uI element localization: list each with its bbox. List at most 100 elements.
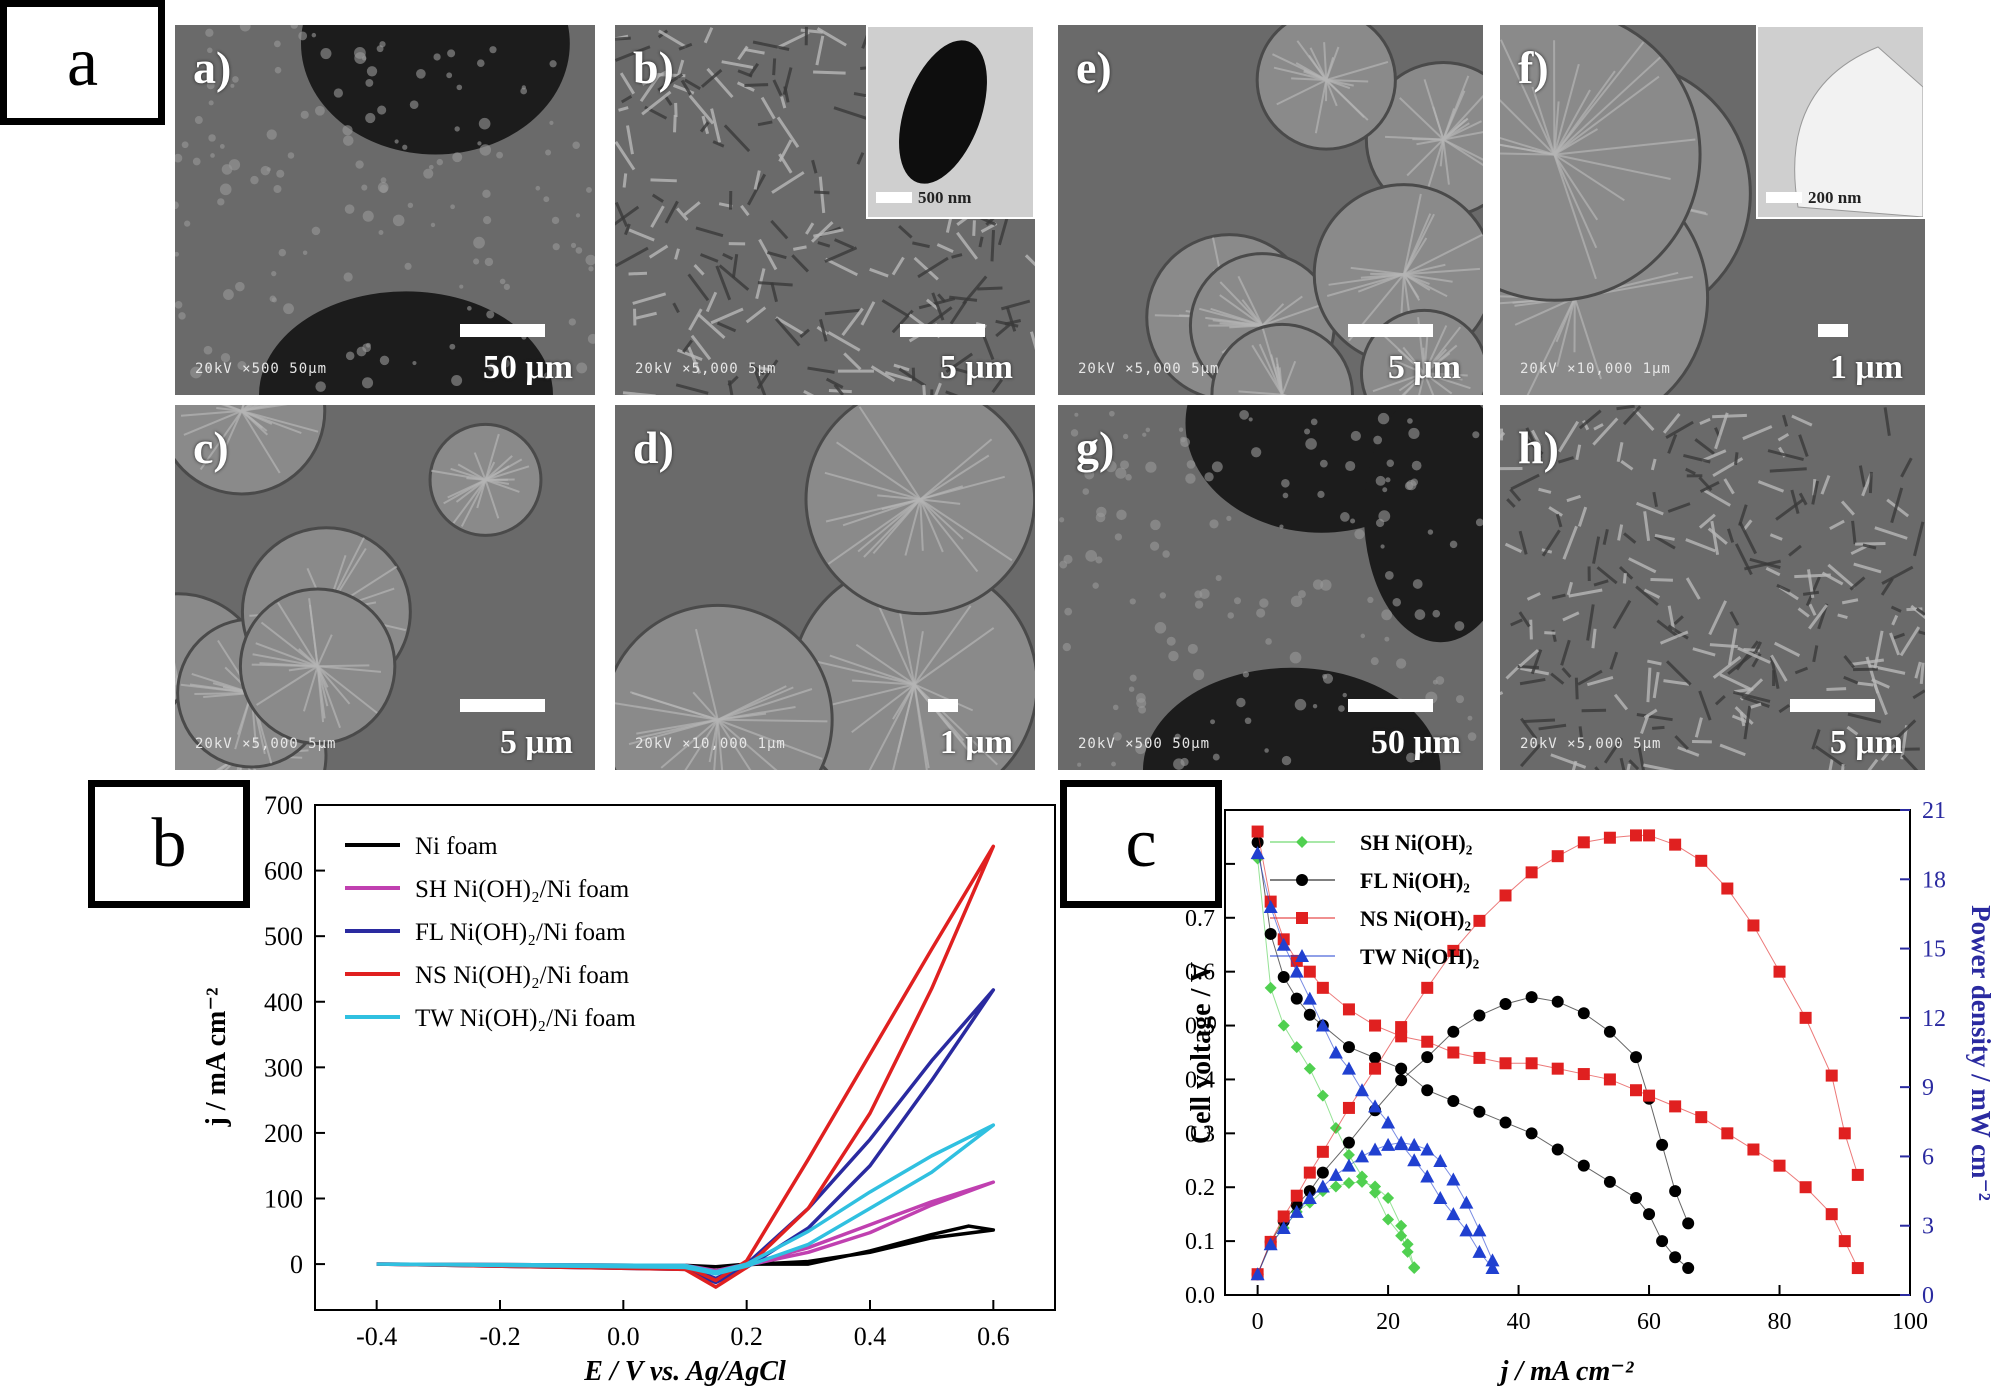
voltage-point xyxy=(1421,1084,1434,1097)
y-tick-label: 200 xyxy=(264,1119,303,1148)
cv-series-line xyxy=(376,844,996,1289)
sem-metadata: 20kV ×5,000 5μm xyxy=(1520,736,1662,752)
voltage-point xyxy=(1525,1127,1538,1140)
sem-image-g: g) 50 μm 20kV ×500 50μm xyxy=(1058,405,1483,770)
voltage-point xyxy=(1825,1208,1838,1221)
voltage-point xyxy=(1499,1057,1512,1070)
fuel-cell-chart: 0204060801000.00.10.20.30.40.50.60.70.80… xyxy=(1185,798,1996,1387)
voltage-point xyxy=(1669,1251,1682,1264)
power-point xyxy=(1369,1180,1382,1193)
sem-texture xyxy=(1500,405,1925,770)
power-point xyxy=(1395,1074,1408,1087)
voltage-curve xyxy=(1257,831,1859,1269)
x-tick-label: 80 xyxy=(1768,1309,1792,1335)
cv-y-axis-label: j / mA cm⁻² xyxy=(201,987,232,1127)
voltage-point xyxy=(1420,1169,1435,1183)
voltage-point xyxy=(1459,1223,1474,1237)
voltage-point xyxy=(1342,1003,1355,1016)
power-point xyxy=(1525,866,1538,879)
y-tick-label: 0.1 xyxy=(1185,1229,1215,1255)
voltage-point xyxy=(1747,1143,1760,1156)
voltage-point xyxy=(1669,1100,1682,1113)
power-point xyxy=(1603,1025,1616,1038)
panel-tag-a: a xyxy=(0,0,165,125)
power-curve xyxy=(1257,834,1859,1275)
sem-panel-letter: d) xyxy=(633,422,674,473)
voltage-point xyxy=(1368,1099,1383,1113)
voltage-point xyxy=(1851,1262,1864,1275)
sem-panel-letter: g) xyxy=(1076,422,1115,473)
power-point xyxy=(1551,850,1564,863)
power-point xyxy=(1329,1180,1342,1193)
power-point xyxy=(1315,1179,1330,1193)
voltage-point xyxy=(1603,1175,1616,1188)
voltage-point xyxy=(1799,1181,1812,1194)
voltage-point xyxy=(1303,965,1316,978)
tem-inset-scale-bar xyxy=(876,192,912,203)
sem-image-d: d) 1 μm 20kV ×10,000 1μm xyxy=(615,405,1035,770)
legend-entry: TW Ni(OH)₂/Ni foam xyxy=(415,1005,636,1032)
y-tick-label: 0.3 xyxy=(1185,1121,1215,1147)
power-point xyxy=(1368,1142,1383,1156)
voltage-point xyxy=(1369,1051,1382,1064)
voltage-point xyxy=(1401,1245,1414,1258)
scale-bar xyxy=(460,324,545,337)
power-point xyxy=(1577,836,1590,849)
scale-bar-label: 5 μm xyxy=(499,724,573,761)
voltage-point xyxy=(1773,1159,1786,1172)
fuel-cell-y-axis-label: Cell voltage / V xyxy=(1186,962,1217,1144)
y2-tick-label: 21 xyxy=(1922,798,1946,824)
power-point xyxy=(1433,1154,1448,1168)
voltage-point xyxy=(1630,1192,1642,1204)
power-point xyxy=(1773,965,1786,978)
voltage-point xyxy=(1329,1121,1342,1134)
voltage-point xyxy=(1682,1262,1695,1275)
y2-tick-label: 3 xyxy=(1922,1214,1934,1240)
power-point xyxy=(1459,1195,1474,1209)
voltage-point xyxy=(1421,1035,1434,1048)
scale-bar xyxy=(1790,699,1875,712)
voltage-point xyxy=(1473,1051,1486,1064)
fuel-cell-x-axis-label: j / mA cm⁻² xyxy=(1497,1356,1634,1387)
x-tick-label: -0.2 xyxy=(479,1322,520,1351)
voltage-point xyxy=(1407,1153,1422,1167)
voltage-point xyxy=(1695,1111,1708,1124)
power-point xyxy=(1420,1142,1435,1156)
legend-entry: FL Ni(OH)₂/Ni foam xyxy=(415,919,626,946)
voltage-point xyxy=(1290,992,1303,1005)
voltage-point xyxy=(1381,1115,1396,1129)
panel-tag-b: b xyxy=(88,780,250,908)
voltage-point xyxy=(1251,825,1264,838)
power-point xyxy=(1721,882,1734,895)
cv-series-line xyxy=(376,1224,996,1269)
voltage-point xyxy=(1472,1244,1487,1258)
power-point xyxy=(1395,1219,1408,1232)
scale-bar xyxy=(927,699,958,712)
power-point xyxy=(1328,1167,1343,1181)
sem-texture xyxy=(175,405,595,770)
power-point xyxy=(1277,1210,1290,1223)
power-point xyxy=(1421,981,1434,994)
y2-tick-label: 6 xyxy=(1922,1144,1934,1170)
power-point xyxy=(1525,991,1538,1004)
voltage-point xyxy=(1303,1062,1316,1075)
tem-inset-texture xyxy=(899,40,987,184)
cv-series-line xyxy=(376,1123,996,1276)
sem-image-b: b) 5 μm 20kV ×5,000 5μm 500 nm xyxy=(615,25,1035,395)
power-point xyxy=(1630,1051,1642,1064)
sem-texture xyxy=(1500,25,1925,395)
legend-entry: TW Ni(OH)₂ xyxy=(1360,944,1480,969)
y2-tick-label: 0 xyxy=(1922,1283,1934,1309)
power-point xyxy=(1551,995,1564,1008)
power-point xyxy=(1407,1137,1422,1151)
y-tick-label: 0.4 xyxy=(1185,1067,1215,1093)
power-point xyxy=(1446,1172,1461,1186)
sem-metadata: 20kV ×5,000 5μm xyxy=(195,736,337,752)
power-point xyxy=(1290,1189,1303,1202)
power-point xyxy=(1630,829,1642,842)
cv-chart: -0.4 -0.2 0.0 0.2 0.4 0.6 0 100 200 300 400 500 600 7… xyxy=(201,791,1056,1387)
legend-marker xyxy=(1296,912,1308,924)
power-point xyxy=(1401,1238,1414,1251)
sem-metadata: 20kV ×10,000 1μm xyxy=(1520,361,1671,377)
panel-tag-c: c xyxy=(1060,780,1222,908)
